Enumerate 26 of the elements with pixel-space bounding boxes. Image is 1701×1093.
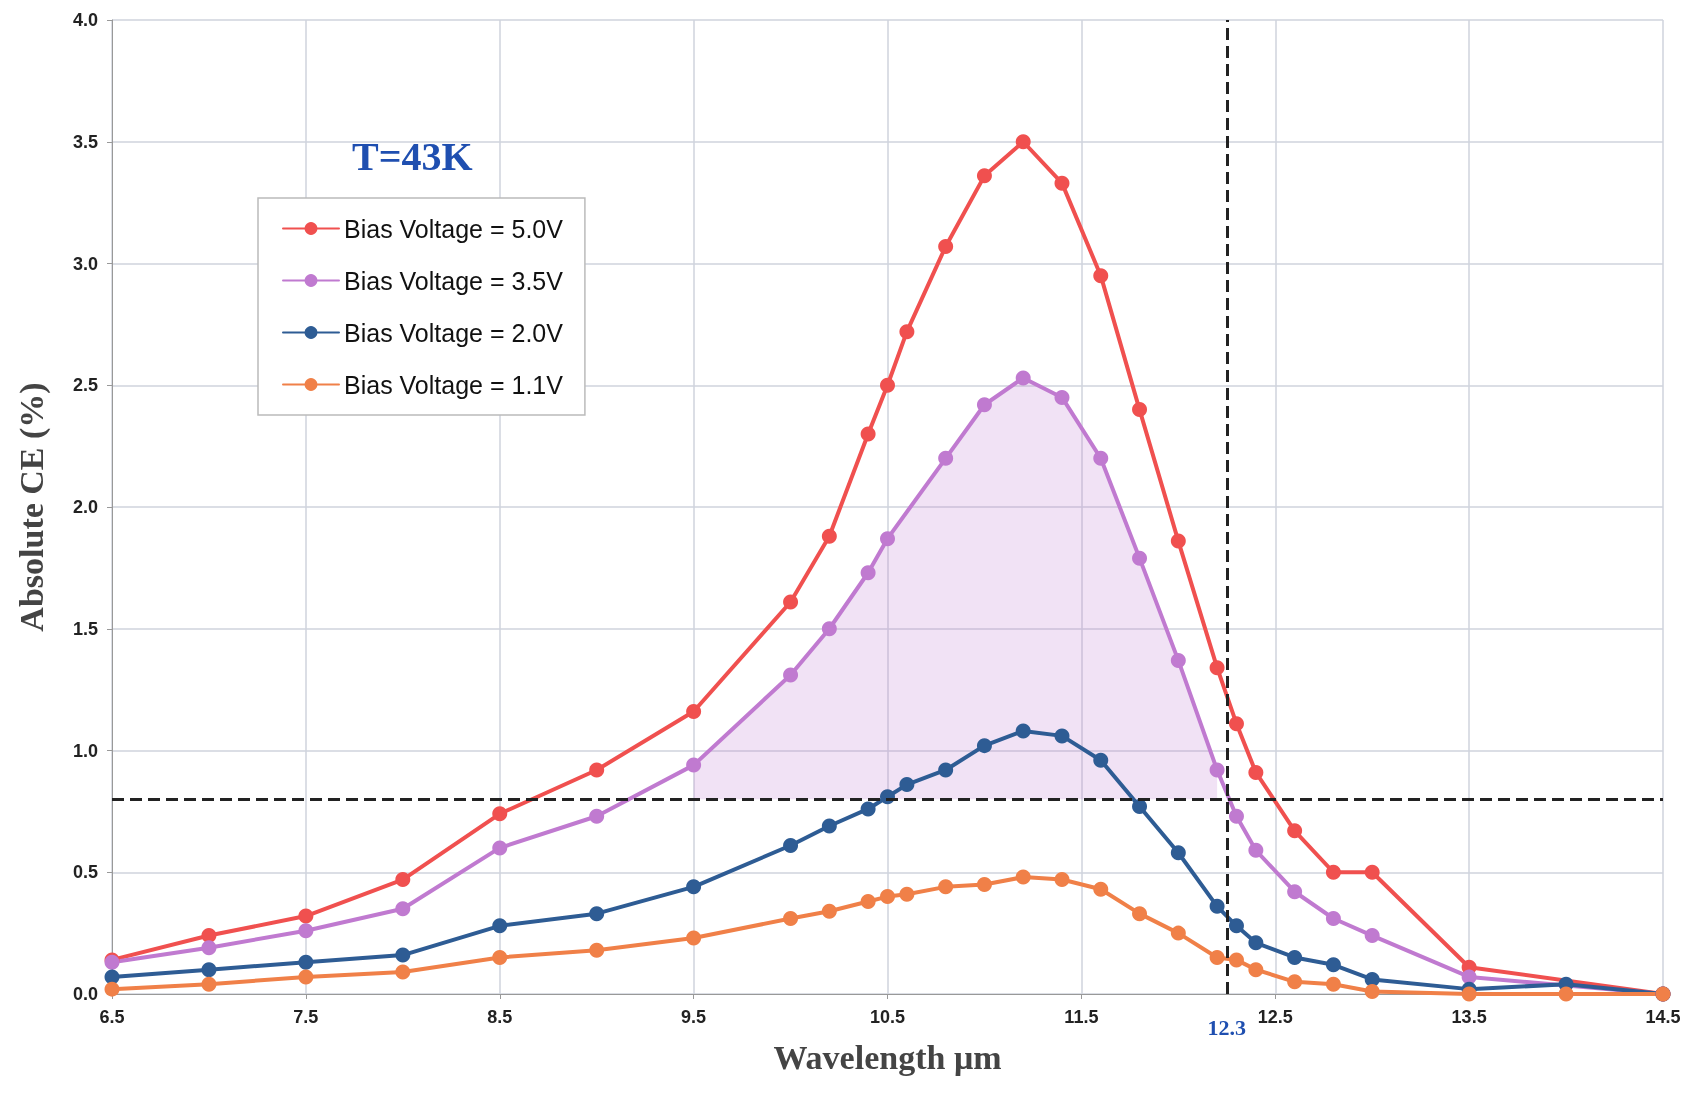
y-tick-label: 0.5	[72, 862, 98, 883]
x-axis-title: Wavelength μm	[773, 1038, 1002, 1076]
x-tick-label: 10.5	[869, 1007, 906, 1027]
ref-line-label: 12.3	[1207, 1014, 1247, 1040]
y-axis-title: Absolute CE (%)	[12, 382, 51, 632]
x-tick-label: 9.5	[681, 1007, 707, 1027]
y-tick-label: 1.0	[72, 740, 98, 761]
x-tick-label: 11.5	[1064, 1007, 1099, 1027]
legend-label: Bias Voltage = 3.5V	[344, 266, 564, 295]
y-tick-label: 4.0	[72, 10, 98, 30]
annotation: T=43K	[352, 133, 473, 179]
y-tick-label: 3.5	[72, 131, 98, 152]
x-tick-label: 14.5	[1645, 1007, 1681, 1027]
x-tick-label: 8.5	[487, 1007, 513, 1027]
x-tick-label: 6.5	[99, 1007, 125, 1027]
y-tick-label: 2.0	[72, 497, 98, 517]
legend-label: Bias Voltage = 1.1V	[344, 370, 564, 399]
y-tick-label: 3.0	[72, 253, 98, 274]
y-tick-label: 0.0	[72, 984, 98, 1004]
y-tick-label: 1.5	[72, 618, 98, 639]
y-tick-label: 2.5	[72, 375, 98, 396]
legend-label: Bias Voltage = 2.0V	[344, 318, 564, 347]
x-tick-label: 12.5	[1257, 1007, 1293, 1027]
x-tick-label: 7.5	[293, 1007, 319, 1027]
legend-label: Bias Voltage = 5.0V	[344, 214, 564, 243]
x-tick-label: 13.5	[1451, 1007, 1487, 1027]
